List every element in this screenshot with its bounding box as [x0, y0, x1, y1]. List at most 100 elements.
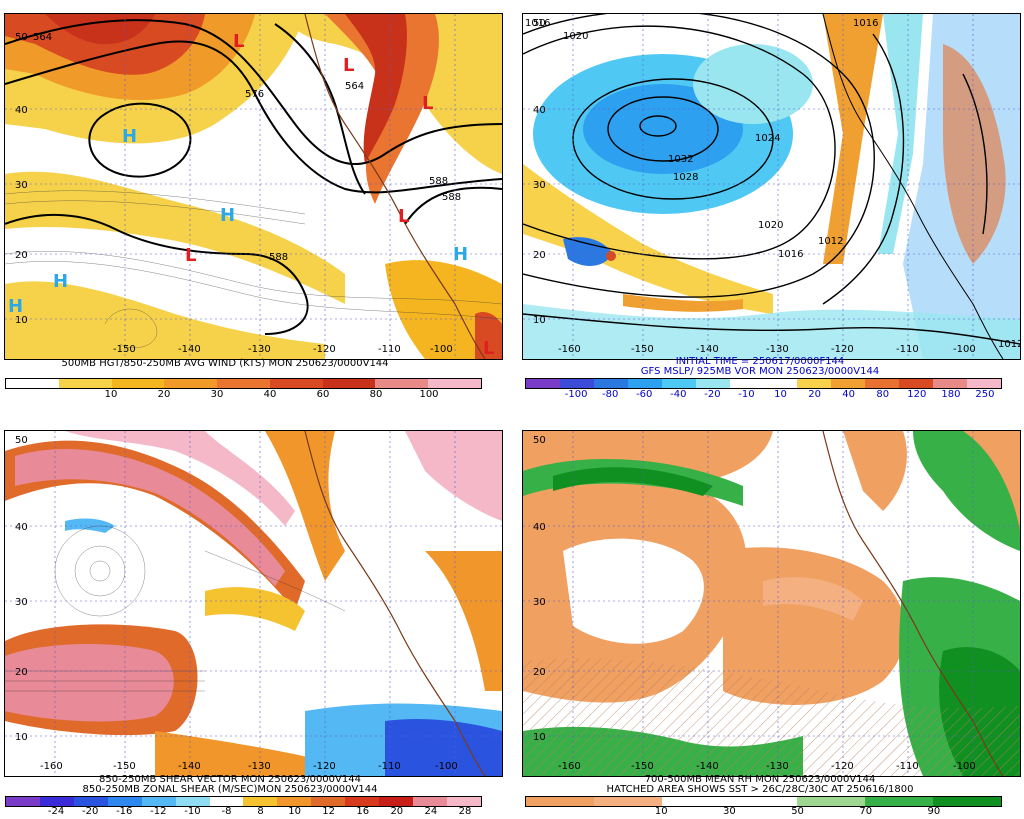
colorbar-segment — [164, 379, 218, 388]
colorbar-tick-label: -60 — [636, 389, 653, 400]
lat-label: 10 — [15, 732, 28, 743]
lon-label: -120 — [313, 761, 336, 772]
colorbar-segment — [446, 797, 481, 806]
colorbar-tick-label: 20 — [390, 806, 404, 817]
isobar-label: 1016 — [525, 18, 550, 29]
lon-label: -100 — [953, 761, 976, 772]
contour-label: 588 — [442, 192, 461, 203]
colorbar-segment — [559, 379, 594, 388]
colorbar-tick-label: 8 — [257, 806, 264, 817]
low-pressure-symbol: L — [233, 31, 244, 52]
colorbar-segment — [526, 379, 560, 388]
colorbar-ticks: 10 20 30 40 60 80 100 — [5, 389, 482, 401]
lat-label: 40 — [533, 522, 546, 533]
lat-label: 50 — [15, 32, 28, 43]
colorbar-ticks: -24 -20 -16 -12 -10 -8 8 10 12 16 20 24 28 — [5, 806, 482, 818]
colorbar-segment — [627, 379, 662, 388]
lon-label: -150 — [113, 344, 136, 355]
colorbar-tick-label: 16 — [356, 806, 370, 817]
colorbar-segment — [39, 797, 74, 806]
colorbar-segment — [217, 379, 270, 388]
colorbar-tick-label: 20 — [157, 389, 171, 400]
colorbar-tick-label: 30 — [210, 389, 224, 400]
colorbar-tick-label: 10 — [104, 389, 118, 400]
lon-label: -130 — [766, 761, 789, 772]
panel-caption: 850-250MB ZONAL SHEAR (M/SEC)MON 250623/… — [82, 784, 378, 795]
panel-caption: 500MB HGT/850-250MB AVG WIND (KTS) MON 2… — [61, 358, 389, 369]
lon-label: -150 — [113, 761, 136, 772]
colorbar-tick-label: -8 — [221, 806, 232, 817]
colorbar-tick-label: -20 — [704, 389, 721, 400]
colorbar-ticks: 10 30 50 70 90 — [525, 806, 1002, 818]
colorbar-segment — [797, 797, 866, 806]
colorbar-segment — [379, 797, 414, 806]
lon-label: -140 — [696, 344, 719, 355]
lon-label: -140 — [696, 761, 719, 772]
high-pressure-symbol: H — [8, 296, 23, 317]
colorbar-tick-label: 50 — [791, 806, 804, 817]
lon-label: -160 — [40, 761, 63, 772]
colorbar-segment — [933, 797, 1002, 806]
colorbar-segment — [141, 797, 176, 806]
map-500mb-svg: 50 40 30 20 10 -150 -140 -130 -120 -110 … — [5, 14, 502, 359]
colorbar-segment — [58, 379, 112, 388]
map-shear-svg: 50 40 30 20 10 -160 -150 -140 -130 -120 … — [5, 431, 502, 776]
colorbar-tick-label: 28 — [458, 806, 472, 817]
colorbar-segment — [865, 379, 900, 388]
colorbar-tick-label: 180 — [941, 389, 961, 400]
lat-label: 30 — [15, 180, 28, 191]
colorbar-tick-label: 70 — [859, 806, 873, 817]
lon-label: -110 — [896, 761, 919, 772]
lon-label: -150 — [631, 761, 654, 772]
lat-label: 50 — [15, 435, 28, 446]
colorbar-vorticity — [525, 378, 1002, 389]
colorbar-tick-label: -20 — [82, 806, 99, 817]
isobar-label: 1024 — [755, 133, 780, 144]
colorbar-tick-label: 10 — [288, 806, 301, 817]
colorbar-segment — [111, 379, 165, 388]
colorbar-segment — [729, 379, 764, 388]
colorbar-segment — [107, 797, 142, 806]
isobar-label: 1032 — [668, 154, 693, 165]
colorbar-segment — [763, 379, 798, 388]
colorbar-rh — [525, 796, 1002, 807]
lat-label: 20 — [533, 667, 546, 678]
lon-label: -130 — [248, 344, 271, 355]
lat-label: 10 — [533, 732, 546, 743]
lat-label: 40 — [533, 105, 546, 116]
map-shear: 50 40 30 20 10 -160 -150 -140 -130 -120 … — [4, 430, 503, 777]
lat-label: 50 — [533, 18, 546, 29]
lat-label: 10 — [15, 315, 28, 326]
colorbar-segment — [966, 379, 1001, 388]
isobar-label: 1028 — [673, 172, 698, 183]
colorbar-segment — [73, 797, 108, 806]
lon-label: -120 — [313, 344, 336, 355]
lon-label: -110 — [378, 761, 401, 772]
low-pressure-symbol: L — [343, 55, 354, 76]
lon-label: -110 — [896, 344, 919, 355]
panel-caption: HATCHED AREA SHOWS SST > 26C/28C/30C AT … — [606, 784, 914, 795]
colorbar-segment — [933, 379, 967, 388]
colorbar-segment — [526, 797, 594, 806]
colorbar-segment — [175, 797, 210, 806]
lon-label: -140 — [178, 344, 201, 355]
lon-label: -160 — [558, 761, 581, 772]
isobar-label: 1012 — [818, 236, 843, 247]
colorbar-segment — [593, 379, 628, 388]
lon-label: -130 — [766, 344, 789, 355]
lon-label: -160 — [558, 344, 581, 355]
colorbar-tick-label: 80 — [876, 389, 890, 400]
colorbar-segment — [865, 797, 934, 806]
lat-label: 30 — [533, 180, 546, 191]
map-mslp-svg: 50 40 30 20 10 -160 -150 -140 -130 -120 … — [523, 14, 1020, 359]
colorbar-tick-label: 40 — [263, 389, 277, 400]
colorbar-segment — [311, 797, 346, 806]
colorbar-segment — [277, 797, 312, 806]
colorbar-segment — [661, 797, 730, 806]
colorbar-tick-label: -12 — [150, 806, 167, 817]
low-pressure-symbol: L — [398, 206, 409, 227]
panel-caption: GFS MSLP/ 925MB VOR MON 250623/0000V144 — [640, 366, 880, 377]
colorbar-tick-label: 120 — [907, 389, 927, 400]
contour-label: 564 — [33, 32, 52, 43]
lon-label: -130 — [248, 761, 271, 772]
